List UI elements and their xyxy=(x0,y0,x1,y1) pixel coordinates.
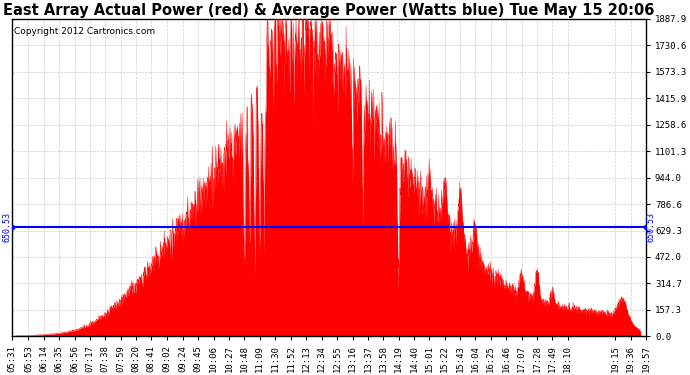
Text: 650.53: 650.53 xyxy=(3,212,12,242)
Title: East Array Actual Power (red) & Average Power (Watts blue) Tue May 15 20:06: East Array Actual Power (red) & Average … xyxy=(3,3,655,18)
Text: 650.53: 650.53 xyxy=(647,212,656,242)
Text: Copyright 2012 Cartronics.com: Copyright 2012 Cartronics.com xyxy=(14,27,155,36)
